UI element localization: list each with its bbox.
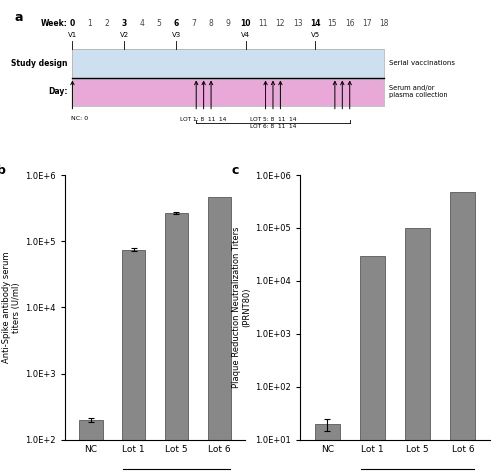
Text: 17: 17	[362, 19, 372, 28]
Text: 8: 8	[208, 19, 214, 28]
Text: 9: 9	[226, 19, 231, 28]
Bar	[208, 197, 231, 473]
Bar	[164, 213, 188, 473]
Text: V5: V5	[310, 32, 320, 38]
Text: V3: V3	[172, 32, 181, 38]
Text: Serial vaccinations: Serial vaccinations	[389, 61, 455, 66]
Y-axis label: Plaque Reduction Neutralization Titers
(PRNT80): Plaque Reduction Neutralization Titers (…	[232, 227, 251, 388]
Bar	[314, 424, 340, 473]
Text: 13: 13	[293, 19, 302, 28]
Text: V2: V2	[120, 32, 129, 38]
Bar	[122, 249, 146, 473]
Text: 12: 12	[276, 19, 285, 28]
Bar	[72, 49, 384, 78]
Bar	[72, 78, 384, 106]
Text: b: b	[0, 165, 6, 177]
Text: 16: 16	[345, 19, 354, 28]
Text: Serum and/or
plasma collection: Serum and/or plasma collection	[389, 85, 448, 98]
Bar	[79, 420, 102, 473]
Text: 15: 15	[328, 19, 337, 28]
Y-axis label: Anti-Spike antibody serum
titers (U/ml): Anti-Spike antibody serum titers (U/ml)	[2, 252, 21, 363]
Text: 2: 2	[104, 19, 110, 28]
Text: 3: 3	[122, 19, 127, 28]
Text: NC: 0: NC: 0	[71, 116, 88, 121]
Text: Week:: Week:	[40, 19, 68, 28]
Text: LOT 6: 8  11  14: LOT 6: 8 11 14	[250, 124, 296, 130]
Bar	[405, 228, 430, 473]
Text: Study design: Study design	[11, 59, 68, 68]
Text: Day:: Day:	[48, 87, 68, 96]
Text: V4: V4	[241, 32, 250, 38]
Text: 14: 14	[310, 19, 320, 28]
Text: 0: 0	[70, 19, 75, 28]
Text: 11: 11	[258, 19, 268, 28]
Bar	[72, 49, 384, 106]
Bar	[360, 256, 385, 473]
Text: a: a	[15, 11, 24, 24]
Text: 5: 5	[156, 19, 162, 28]
Text: 18: 18	[380, 19, 389, 28]
Bar	[450, 192, 475, 473]
Text: 7: 7	[192, 19, 196, 28]
Text: 10: 10	[240, 19, 251, 28]
Text: 6: 6	[174, 19, 179, 28]
Text: V1: V1	[68, 32, 77, 38]
Text: 1: 1	[88, 19, 92, 28]
Text: LOT 5: 8  11  14: LOT 5: 8 11 14	[250, 117, 296, 123]
Text: 4: 4	[140, 19, 144, 28]
Text: c: c	[232, 165, 239, 177]
Text: LOT 1: 8  11  14: LOT 1: 8 11 14	[180, 117, 227, 123]
